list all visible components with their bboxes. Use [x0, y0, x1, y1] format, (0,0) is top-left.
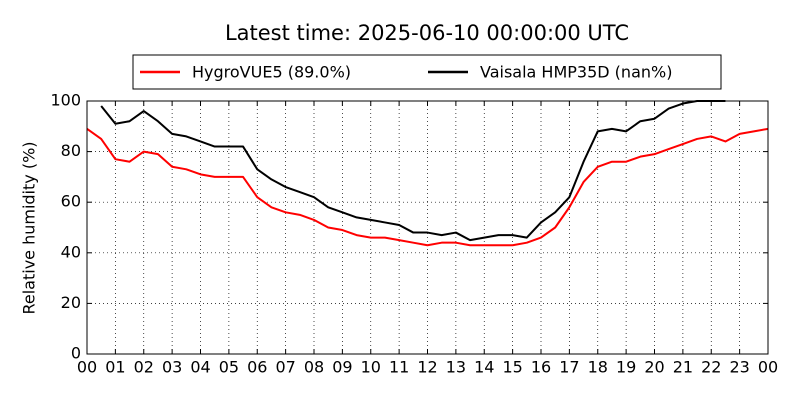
x-tick-label: 21	[673, 358, 693, 377]
x-tick-label: 06	[247, 358, 267, 377]
plot-frame	[86, 100, 769, 355]
x-tick-label: 10	[361, 358, 381, 377]
x-tick-label: 01	[105, 358, 125, 377]
x-tick-label: 12	[417, 358, 437, 377]
x-tick-label: 20	[644, 358, 664, 377]
x-tick-label: 14	[474, 358, 494, 377]
y-tick-label: 40	[61, 242, 81, 261]
legend-box	[132, 54, 722, 90]
x-tick-label: 08	[304, 358, 324, 377]
y-tick-label: 80	[61, 141, 81, 160]
y-tick-label: 100	[50, 91, 81, 110]
x-tick-label: 18	[588, 358, 608, 377]
x-tick-label: 00	[77, 358, 97, 377]
y-tick-label: 60	[61, 192, 81, 211]
y-tick-label: 0	[71, 344, 81, 363]
x-tick-label: 19	[616, 358, 636, 377]
x-tick-label: 09	[332, 358, 352, 377]
x-tick-label: 16	[531, 358, 551, 377]
x-tick-label: 02	[134, 358, 154, 377]
x-tick-label: 00	[758, 358, 778, 377]
legend-label: HygroVUE5 (89.0%)	[192, 63, 351, 82]
data-line	[86, 127, 769, 247]
x-tick-label: 23	[729, 358, 749, 377]
x-tick-label: 11	[389, 358, 409, 377]
data-line	[100, 100, 726, 242]
x-tick-label: 17	[559, 358, 579, 377]
y-tick-label: 20	[61, 293, 81, 312]
x-tick-label: 13	[446, 358, 466, 377]
chart-title: Latest time: 2025-06-10 00:00:00 UTC	[225, 21, 629, 45]
legend-label: Vaisala HMP35D (nan%)	[480, 63, 672, 82]
x-tick-label: 04	[190, 358, 210, 377]
x-tick-label: 05	[219, 358, 239, 377]
y-axis-label: Relative humidity (%)	[20, 141, 39, 314]
x-tick-label: 15	[502, 358, 522, 377]
x-tick-label: 03	[162, 358, 182, 377]
x-tick-label: 07	[275, 358, 295, 377]
x-tick-label: 22	[701, 358, 721, 377]
